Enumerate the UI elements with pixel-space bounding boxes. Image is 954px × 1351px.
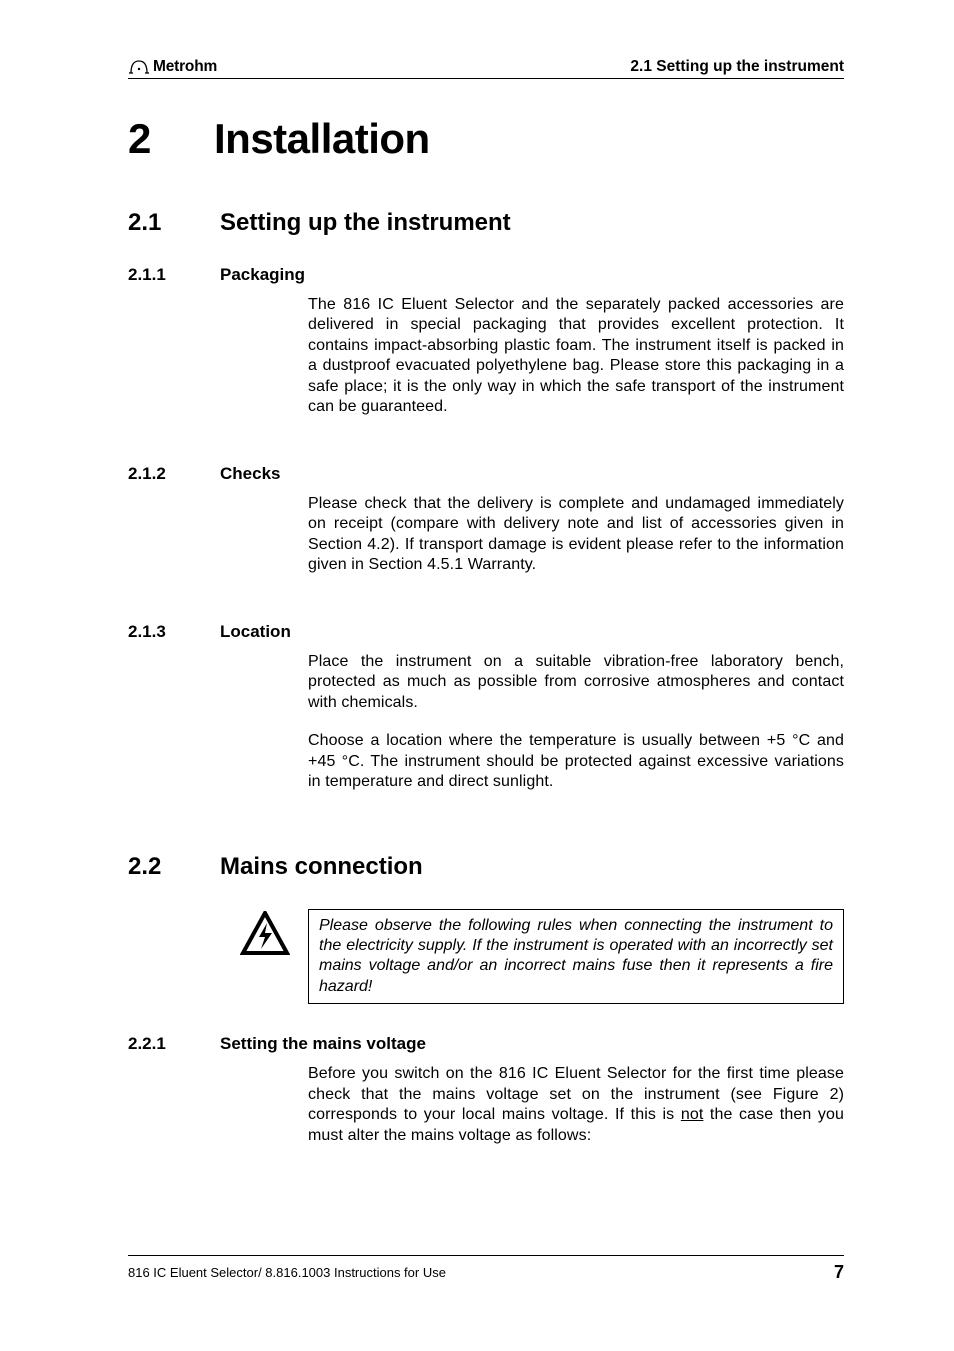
- paragraph: Choose a location where the temperature …: [308, 731, 844, 792]
- subsection-number: 2.1.2: [128, 464, 220, 484]
- page-number: 7: [834, 1262, 844, 1283]
- page-header: Metrohm 2.1 Setting up the instrument: [128, 58, 844, 79]
- section-2-1-2-heading: 2.1.2 Checks: [128, 464, 844, 484]
- section-2-2-heading: 2.2 Mains connection: [128, 853, 844, 881]
- section-2-1-2-body: Please check that the delivery is comple…: [308, 494, 844, 576]
- warning-text: Please observe the following rules when …: [308, 909, 844, 1005]
- subsection-number: 2.1.3: [128, 622, 220, 642]
- chapter-heading: 2Installation: [128, 115, 844, 163]
- section-2-1-1-body: The 816 IC Eluent Selector and the separ…: [308, 295, 844, 418]
- brand-logo-icon: [128, 59, 150, 75]
- section-2-1-1-heading: 2.1.1 Packaging: [128, 265, 844, 285]
- paragraph: Please check that the delivery is comple…: [308, 494, 844, 576]
- subsection-number: 2.2.1: [128, 1034, 220, 1054]
- header-section-title: 2.1 Setting up the instrument: [630, 58, 844, 76]
- paragraph: Before you switch on the 816 IC Eluent S…: [308, 1064, 844, 1146]
- section-2-2-1-heading: 2.2.1 Setting the mains voltage: [128, 1034, 844, 1054]
- subsection-title: Setting the mains voltage: [220, 1034, 426, 1054]
- chapter-number: 2: [128, 115, 214, 163]
- subsection-title: Checks: [220, 464, 280, 484]
- section-2-1-3-body: Place the instrument on a suitable vibra…: [308, 652, 844, 793]
- paragraph: The 816 IC Eluent Selector and the separ…: [308, 295, 844, 418]
- brand: Metrohm: [128, 58, 217, 76]
- page-footer: 816 IC Eluent Selector/ 8.816.1003 Instr…: [128, 1255, 844, 1283]
- section-title: Setting up the instrument: [220, 209, 511, 237]
- section-2-1-heading: 2.1 Setting up the instrument: [128, 209, 844, 237]
- section-number: 2.2: [128, 853, 220, 881]
- section-2-2-1-body: Before you switch on the 816 IC Eluent S…: [308, 1064, 844, 1146]
- underlined-text: not: [681, 1106, 704, 1123]
- chapter-title: Installation: [214, 115, 430, 162]
- section-title: Mains connection: [220, 853, 423, 881]
- brand-name: Metrohm: [153, 58, 217, 76]
- subsection-title: Location: [220, 622, 291, 642]
- section-2-1-3-heading: 2.1.3 Location: [128, 622, 844, 642]
- subsection-number: 2.1.1: [128, 265, 220, 285]
- section-number: 2.1: [128, 209, 220, 237]
- electrical-hazard-icon: [128, 909, 308, 1005]
- footer-doc-title: 816 IC Eluent Selector/ 8.816.1003 Instr…: [128, 1265, 446, 1280]
- subsection-title: Packaging: [220, 265, 305, 285]
- warning-block: Please observe the following rules when …: [128, 909, 844, 1005]
- paragraph: Place the instrument on a suitable vibra…: [308, 652, 844, 713]
